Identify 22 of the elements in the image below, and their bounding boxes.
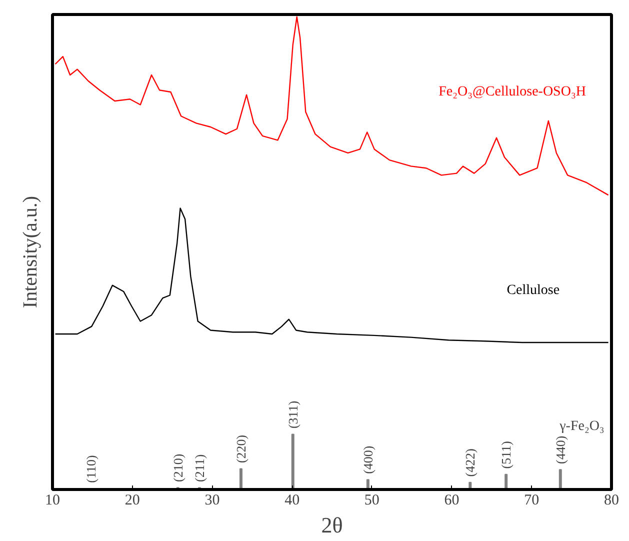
x-tick-label: 80	[604, 492, 619, 508]
annotation: (440)	[552, 436, 568, 464]
x-tick-label: 10	[45, 492, 60, 508]
text: Cellulose	[506, 283, 560, 298]
x-tick-label: 70	[524, 492, 540, 508]
annotation: (210)	[170, 454, 186, 482]
annotation: (220)	[233, 434, 248, 464]
x-tick-label: 20	[124, 492, 140, 508]
annotation: (422)	[462, 448, 478, 477]
text: Fe₂O₃@Cellulose-OSO₃H	[438, 84, 586, 100]
y-axis-title: Intensity(a.u.)	[20, 196, 42, 308]
text: γ-Fe₂O₃	[558, 419, 604, 434]
annotation: (311)	[285, 400, 300, 429]
annotation: (110)	[83, 455, 98, 483]
x-tick-label: 60	[444, 492, 460, 508]
x-tick-label: 30	[204, 492, 220, 508]
x-tick-label: 50	[364, 492, 380, 508]
annotation: (211)	[192, 454, 207, 482]
x-axis-title: 2θ	[321, 512, 343, 538]
x-tick-label: 40	[284, 492, 300, 508]
annotation: (511)	[498, 441, 514, 469]
annotation: (400)	[360, 446, 376, 474]
